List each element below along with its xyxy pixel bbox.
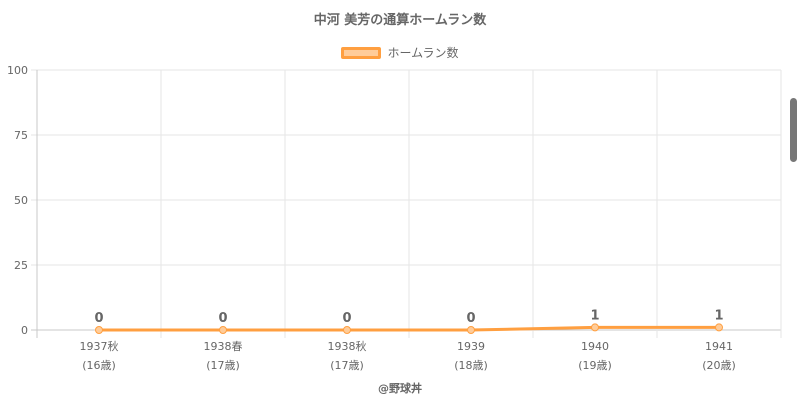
- data-label: 1: [590, 308, 599, 323]
- grid-layer: [31, 69, 782, 338]
- scrollbar-thumb[interactable]: [790, 98, 797, 162]
- x-tick-age-label: (20歳): [702, 359, 736, 372]
- series-line: [99, 325, 719, 332]
- data-label: 0: [466, 311, 475, 326]
- axis-layer: 02550751001937秋(16歳)1938春(17歳)1938秋(17歳)…: [7, 64, 736, 372]
- x-tick-label: 1941: [705, 340, 733, 353]
- data-label: 0: [94, 311, 103, 326]
- label-layer: 0 0 0 0 1 1: [94, 308, 723, 326]
- x-tick-age-label: (19歳): [578, 359, 612, 372]
- data-point: [219, 326, 227, 334]
- data-point: [467, 326, 475, 334]
- series-layer: [95, 323, 723, 334]
- y-tick-label: 75: [14, 129, 28, 142]
- x-tick-label: 1940: [581, 340, 609, 353]
- x-tick-age-label: (16歳): [82, 359, 116, 372]
- y-tick-label: 100: [7, 64, 28, 77]
- x-tick-age-label: (17歳): [330, 359, 364, 372]
- x-tick-label: 1937秋: [80, 339, 119, 353]
- data-point: [715, 323, 723, 332]
- data-label: 0: [218, 311, 227, 326]
- legend[interactable]: ホームラン数: [0, 44, 800, 61]
- data-label: 1: [714, 308, 723, 323]
- legend-label: ホームラン数: [387, 46, 459, 60]
- chart-title: 中河 美芳の通算ホームラン数: [313, 13, 487, 28]
- y-tick-label: 25: [14, 259, 28, 272]
- x-tick-label: 1939: [457, 340, 485, 353]
- data-point: [591, 323, 599, 332]
- data-point: [95, 326, 103, 334]
- y-tick-label: 0: [21, 324, 28, 337]
- x-tick-age-label: (18歳): [454, 359, 488, 372]
- x-tick-label: 1938秋: [328, 339, 367, 353]
- data-label: 0: [342, 311, 351, 326]
- data-point: [343, 326, 351, 334]
- x-tick-age-label: (17歳): [206, 359, 240, 372]
- y-tick-label: 50: [14, 194, 28, 207]
- legend-swatch: [341, 46, 382, 59]
- x-tick-label: 1938春: [204, 340, 243, 353]
- footer-credit: @野球丼: [378, 382, 422, 395]
